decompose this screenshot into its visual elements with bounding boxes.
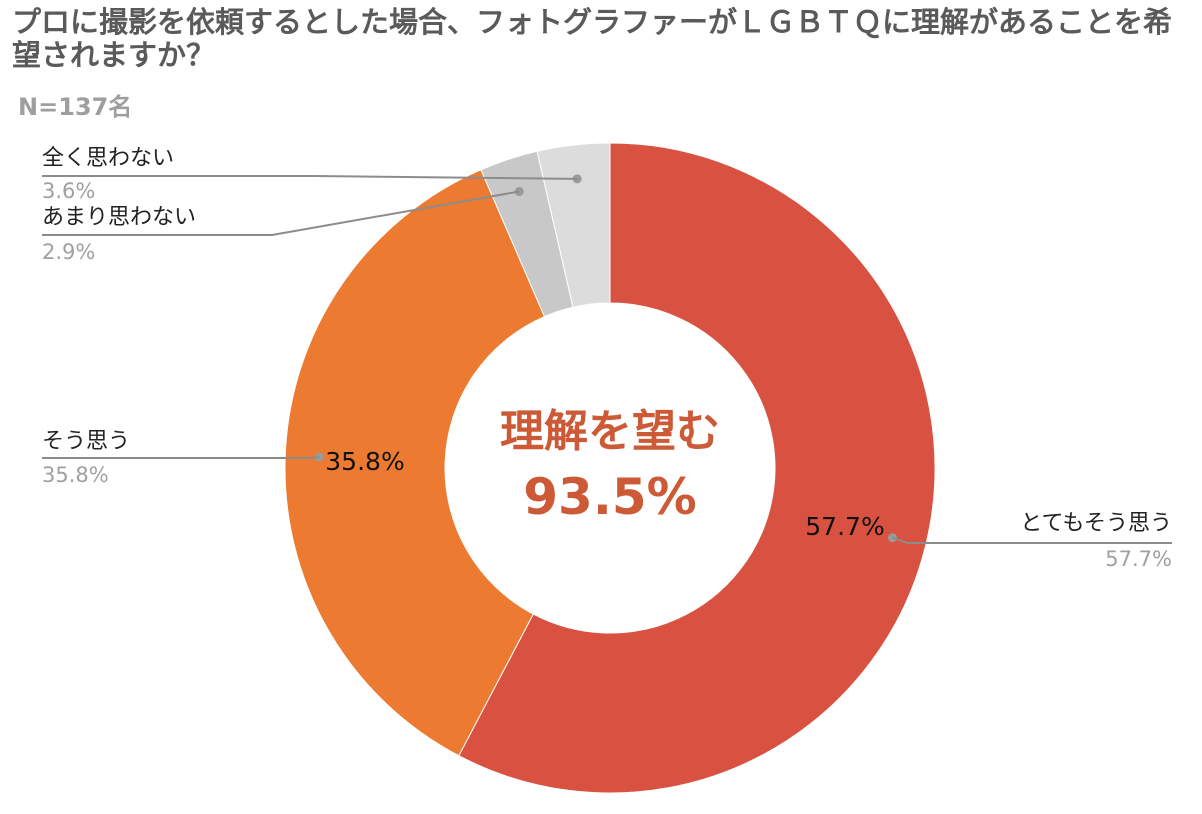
- sample-size: N=137名: [18, 93, 133, 121]
- center-value: 93.5%: [523, 468, 696, 526]
- donut-slice-1: [458, 142, 936, 794]
- slice-labels: とてもそう思う 57.7% 57.7% そう思う 35.8% 35.8% あまり思わない 2.…: [42, 146, 1172, 571]
- leader-line-2: [42, 456, 320, 459]
- slice-value-label-2: 35.8%: [325, 447, 404, 476]
- donut-slices: [284, 142, 936, 794]
- category-label-2: そう思う: [42, 429, 130, 454]
- category-percent-2: 35.8%: [42, 463, 109, 487]
- leader-line-1: [892, 536, 1172, 544]
- center-label: 理解を望む: [500, 406, 720, 457]
- leader-lines: [42, 174, 1172, 544]
- category-percent-4: 3.6%: [42, 179, 95, 203]
- slice-value-label-1: 57.7%: [805, 512, 884, 541]
- category-label-3: あまり思わない: [42, 205, 196, 230]
- leader-line-4: [42, 175, 578, 180]
- category-label-1: とてもそう思う: [1020, 511, 1172, 536]
- category-percent-3: 2.9%: [42, 240, 95, 264]
- leader-line-3: [42, 190, 520, 236]
- donut-slice-2: [284, 169, 546, 757]
- donut-slice-4: [536, 142, 611, 308]
- chart-title: プロに撮影を依頼するとした場合、フォトグラファーがＬＧＢＴＱに理解があることを希…: [12, 5, 1173, 72]
- category-label-4: 全く思わない: [42, 146, 174, 171]
- category-percent-1: 57.7%: [1105, 547, 1172, 571]
